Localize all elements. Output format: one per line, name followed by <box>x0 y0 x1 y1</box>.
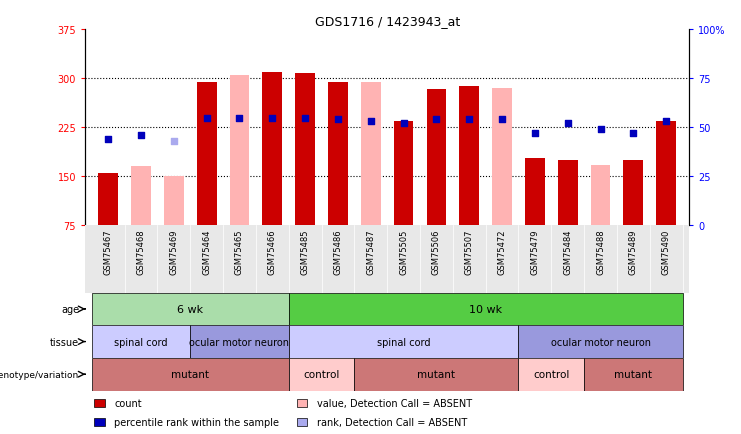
Bar <box>190 326 289 358</box>
Bar <box>591 165 611 226</box>
Point <box>135 132 147 139</box>
Title: GDS1716 / 1423943_at: GDS1716 / 1423943_at <box>314 15 460 28</box>
Bar <box>459 87 479 226</box>
Bar <box>492 89 512 226</box>
Text: GSM75485: GSM75485 <box>301 229 310 274</box>
Bar <box>295 74 315 226</box>
Text: GSM75472: GSM75472 <box>497 229 507 274</box>
Text: 10 wk: 10 wk <box>469 304 502 314</box>
Point <box>233 115 245 122</box>
Bar <box>289 293 682 326</box>
Bar <box>519 326 682 358</box>
Bar <box>92 326 190 358</box>
Bar <box>289 326 519 358</box>
Text: ocular motor neuron: ocular motor neuron <box>190 337 290 347</box>
Bar <box>354 358 519 391</box>
Bar <box>519 358 584 391</box>
Bar <box>657 122 676 226</box>
Bar <box>94 399 105 407</box>
Text: control: control <box>533 369 570 379</box>
Text: GSM75507: GSM75507 <box>465 229 473 274</box>
Text: rank, Detection Call = ABSENT: rank, Detection Call = ABSENT <box>316 417 467 427</box>
Text: GSM75469: GSM75469 <box>170 229 179 274</box>
Bar <box>92 293 289 326</box>
Text: GSM75488: GSM75488 <box>596 229 605 275</box>
Text: spinal cord: spinal cord <box>377 337 431 347</box>
Text: GSM75486: GSM75486 <box>333 229 342 275</box>
Bar <box>296 399 308 407</box>
Bar <box>230 76 249 226</box>
Text: spinal cord: spinal cord <box>114 337 167 347</box>
Point <box>266 115 278 122</box>
Text: GSM75506: GSM75506 <box>432 229 441 274</box>
Text: mutant: mutant <box>614 369 652 379</box>
Bar <box>427 90 446 226</box>
Text: age: age <box>61 304 79 314</box>
Point <box>168 138 180 145</box>
Point <box>201 115 213 122</box>
Text: mutant: mutant <box>171 369 209 379</box>
Bar <box>361 82 381 226</box>
Bar <box>289 358 354 391</box>
Text: GSM75465: GSM75465 <box>235 229 244 274</box>
Text: ocular motor neuron: ocular motor neuron <box>551 337 651 347</box>
Point <box>628 130 639 137</box>
Bar <box>94 418 105 426</box>
Bar <box>558 161 577 226</box>
Point <box>102 136 114 143</box>
Bar <box>262 72 282 226</box>
Point <box>431 117 442 124</box>
Text: tissue: tissue <box>50 337 79 347</box>
Text: GSM75487: GSM75487 <box>366 229 375 275</box>
Bar <box>328 82 348 226</box>
Text: value, Detection Call = ABSENT: value, Detection Call = ABSENT <box>316 398 471 408</box>
Bar <box>296 418 308 426</box>
Point <box>332 117 344 124</box>
Text: percentile rank within the sample: percentile rank within the sample <box>114 417 279 427</box>
Text: GSM75489: GSM75489 <box>629 229 638 274</box>
Point <box>529 130 541 137</box>
Bar <box>525 159 545 226</box>
Text: GSM75484: GSM75484 <box>563 229 572 274</box>
Point <box>398 121 410 128</box>
Text: GSM75479: GSM75479 <box>531 229 539 274</box>
Point <box>299 115 311 122</box>
Point <box>463 117 475 124</box>
Bar <box>131 167 151 226</box>
Text: GSM75464: GSM75464 <box>202 229 211 274</box>
Bar <box>164 177 184 226</box>
Text: GSM75490: GSM75490 <box>662 229 671 274</box>
Bar <box>92 358 289 391</box>
Bar <box>99 174 118 226</box>
Text: GSM75468: GSM75468 <box>136 229 145 275</box>
Point <box>562 121 574 128</box>
Point <box>365 118 376 125</box>
Bar <box>623 161 643 226</box>
Bar <box>393 122 413 226</box>
Text: count: count <box>114 398 142 408</box>
Text: GSM75467: GSM75467 <box>104 229 113 275</box>
Text: 6 wk: 6 wk <box>177 304 203 314</box>
Point <box>660 118 672 125</box>
Point <box>496 117 508 124</box>
Text: mutant: mutant <box>417 369 456 379</box>
Bar <box>197 82 216 226</box>
Text: GSM75466: GSM75466 <box>268 229 277 275</box>
Text: GSM75505: GSM75505 <box>399 229 408 274</box>
Bar <box>584 358 682 391</box>
Text: genotype/variation: genotype/variation <box>0 370 79 379</box>
Point <box>594 127 606 134</box>
Text: control: control <box>303 369 339 379</box>
